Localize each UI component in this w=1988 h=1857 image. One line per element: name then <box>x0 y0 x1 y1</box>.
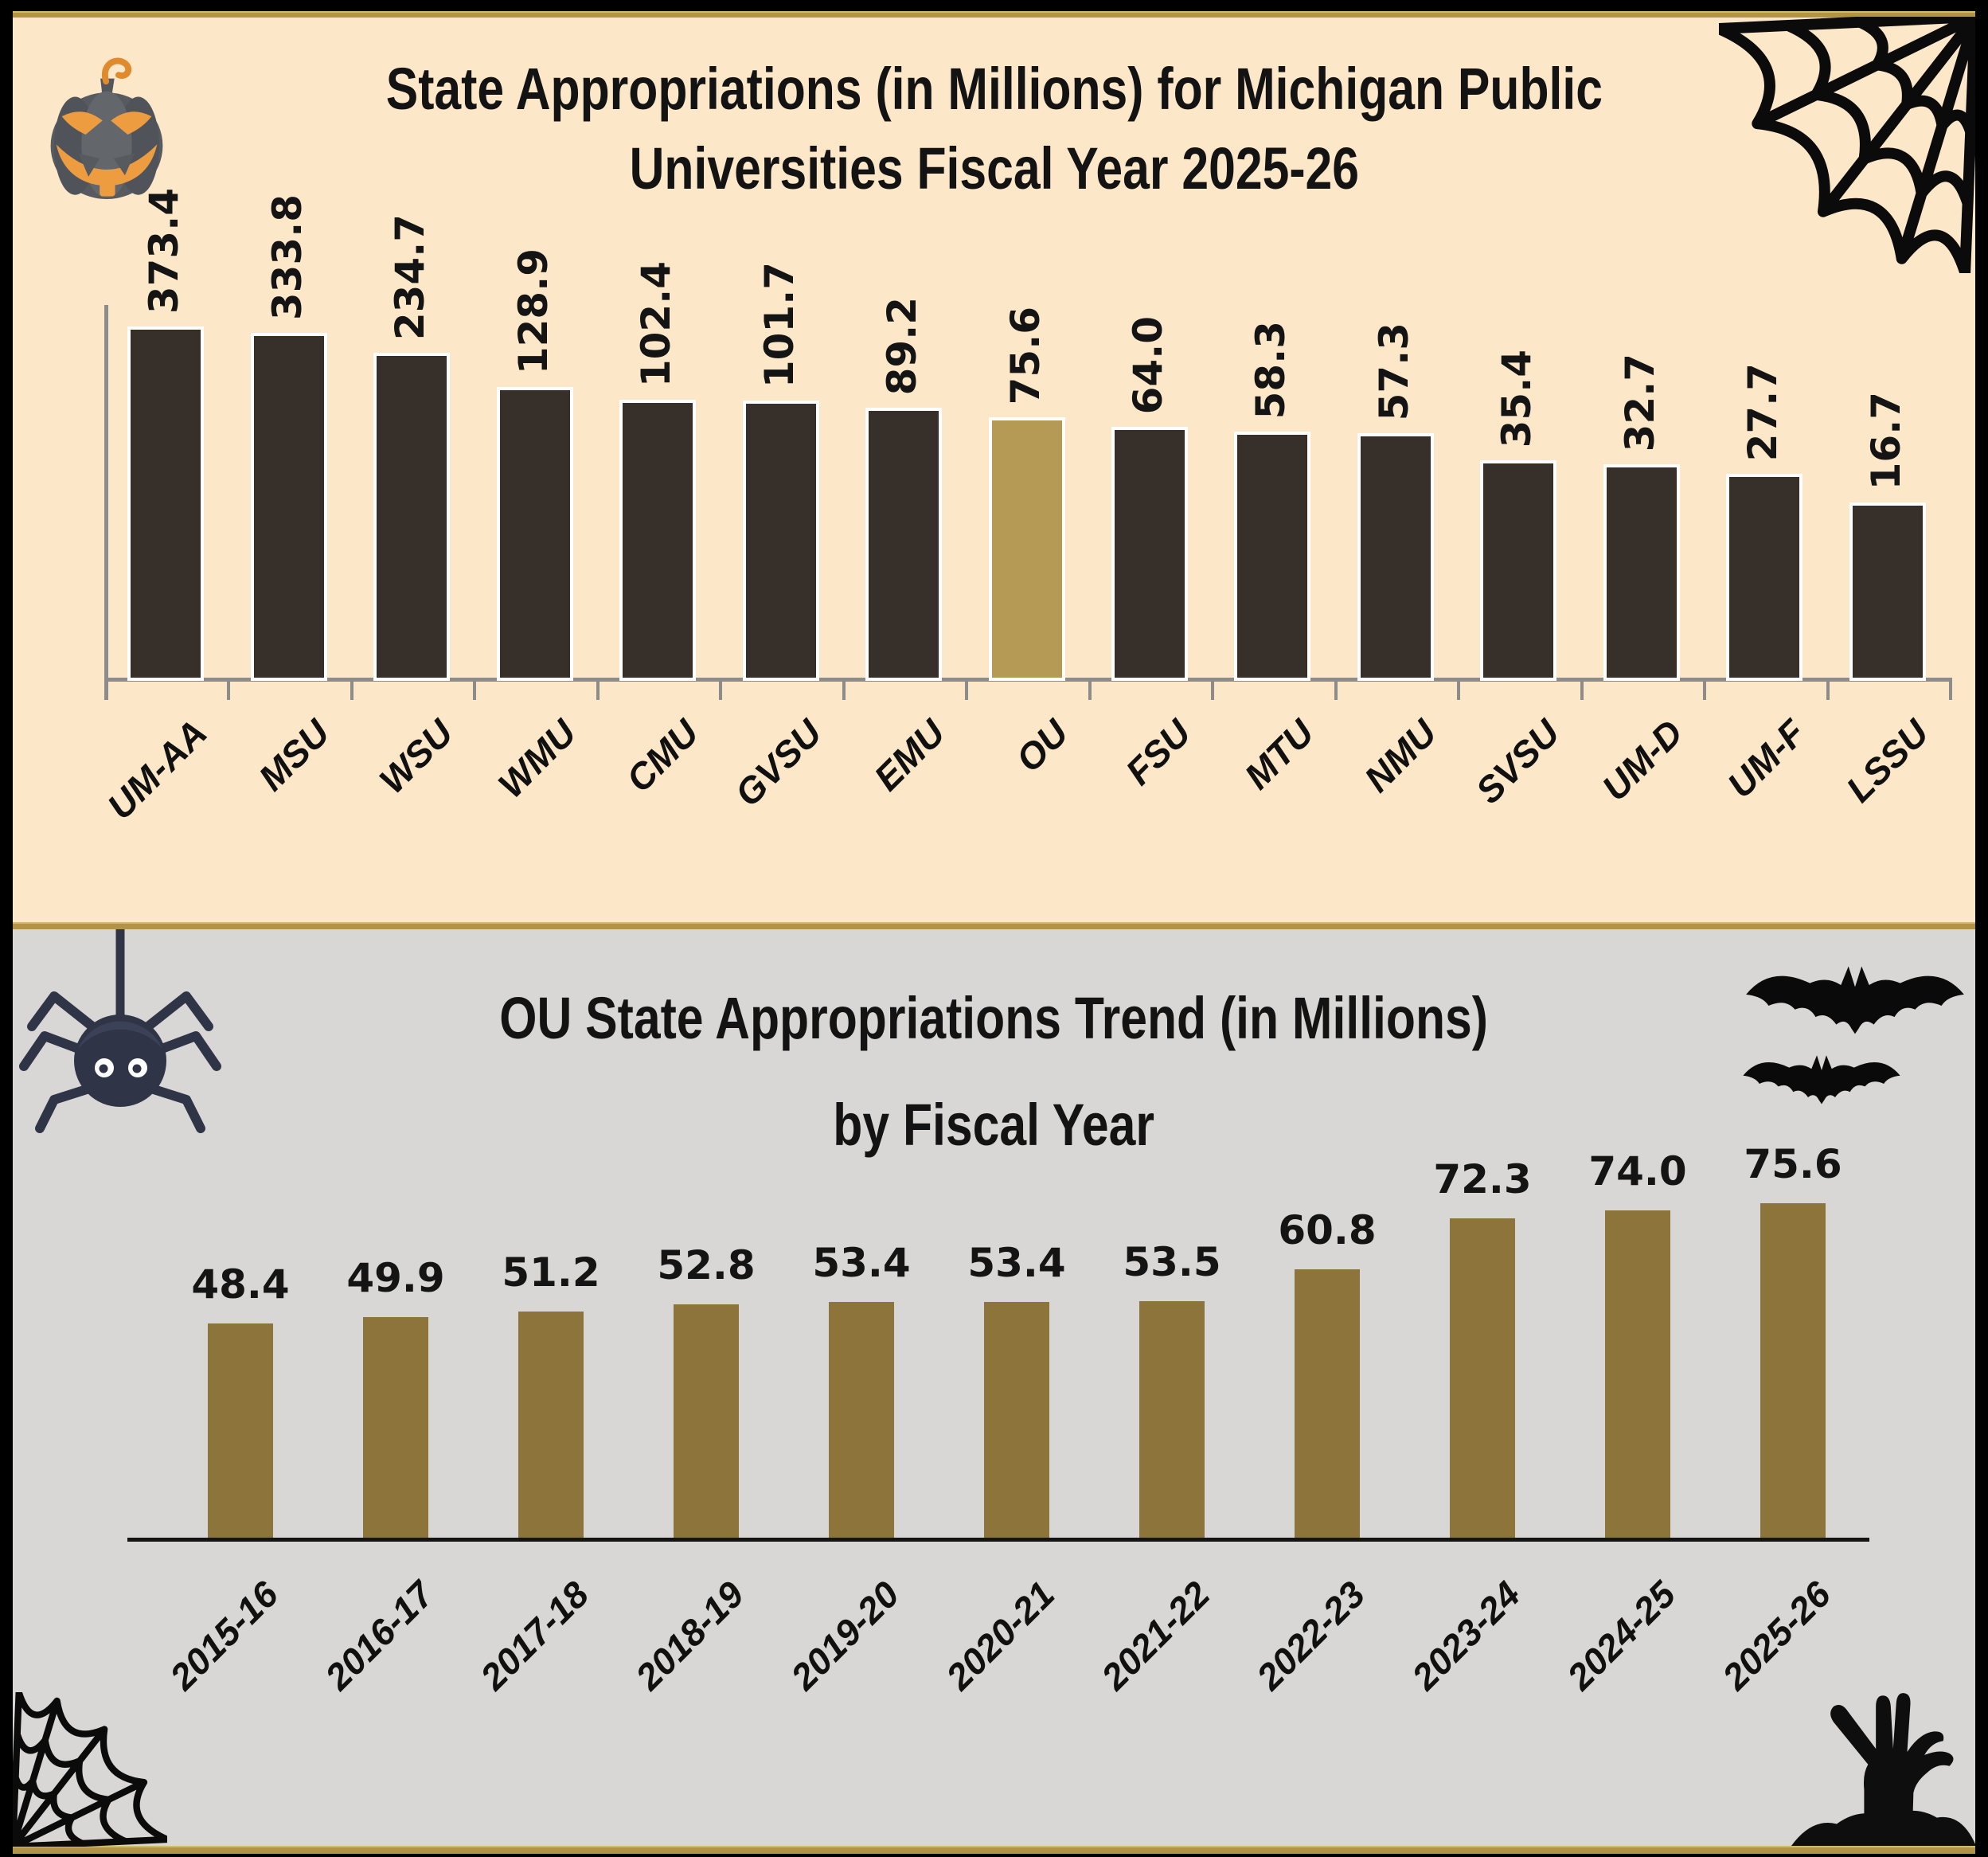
spider-body <box>74 1015 166 1107</box>
pumpkin-fang-left <box>78 153 100 177</box>
pumpkin-eye-right <box>111 111 152 135</box>
web-threads <box>13 1692 167 1847</box>
pumpkin-tooth <box>100 178 115 197</box>
bat-small-icon <box>1743 1055 1900 1104</box>
web-threads <box>1719 17 1975 273</box>
michigan-chart-title-line2: Universities Fiscal Year 2025-26 <box>629 135 1359 201</box>
zombie-ground-mound <box>1791 1810 1977 1846</box>
jack-o-lantern-pumpkin-icon <box>50 57 163 199</box>
zombie-hand-silhouette <box>1830 1693 1954 1845</box>
pumpkin-eye-left <box>61 111 103 135</box>
zombie-hand-icon <box>1791 1693 1977 1846</box>
michigan-chart-title: State Appropriations (in Millions) for M… <box>0 49 1988 209</box>
pumpkin-stem-curl <box>101 57 132 85</box>
spider-pupil-right <box>132 1064 142 1073</box>
spider-body-highlight <box>78 1021 162 1049</box>
gold-rule-top <box>13 11 1975 19</box>
trend-chart-title-line2: by Fiscal Year <box>833 1092 1155 1158</box>
spider-legs <box>19 991 221 1133</box>
trend-chart-title: OU State Appropriations Trend (in Millio… <box>0 965 1988 1179</box>
bat-large-icon <box>1746 966 1964 1034</box>
michigan-chart-title-line1: State Appropriations (in Millions) for M… <box>385 56 1603 122</box>
trend-chart-title-line1: OU State Appropriations Trend (in Millio… <box>499 985 1489 1051</box>
gold-rule-middle <box>13 922 1975 931</box>
spider-pupil-left <box>99 1064 108 1073</box>
spider-web-bottom-left-icon <box>13 1692 167 1847</box>
hanging-spider-icon <box>19 929 221 1133</box>
spider-web-top-right-icon <box>1719 17 1975 273</box>
bats-icon <box>1743 966 1964 1104</box>
pumpkin-mouth <box>56 144 158 186</box>
pumpkin-fang-right <box>113 153 135 176</box>
gold-rule-bottom <box>13 1846 1975 1854</box>
